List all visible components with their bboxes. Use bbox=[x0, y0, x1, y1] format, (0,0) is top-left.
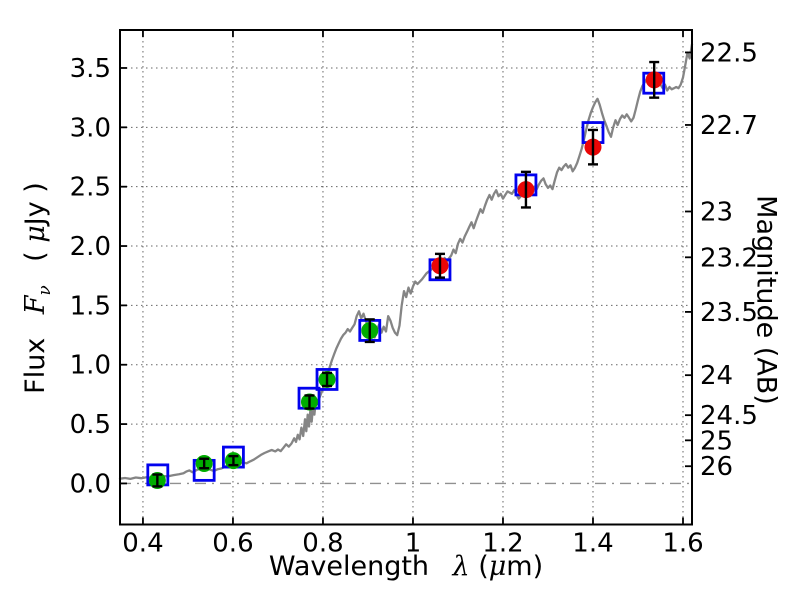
magnitude-tick-label: 22.5 bbox=[700, 38, 758, 68]
magnitude-tick-label: 23.5 bbox=[700, 298, 758, 328]
y-axis-label-magnitude: Magnitude (AB) bbox=[750, 195, 782, 405]
flux-tick-label: 0.0 bbox=[70, 469, 111, 499]
x-axis-label: Wavelength λ (μm) bbox=[268, 551, 544, 582]
flux-tick-label: 2.0 bbox=[70, 232, 111, 262]
flux-tick-label: 3.5 bbox=[70, 54, 111, 84]
x-axis-label-word: Wavelength bbox=[268, 551, 430, 582]
x-tick-label: 0.4 bbox=[122, 529, 163, 559]
flux-tick-label: 2.5 bbox=[70, 173, 111, 203]
x-tick-label: 0.6 bbox=[212, 529, 253, 559]
model-flux-square bbox=[315, 368, 339, 391]
flux-tick-label: 3.0 bbox=[70, 113, 111, 143]
model-spectrum-line bbox=[118, 43, 694, 481]
y-axis-label-word: Flux bbox=[20, 337, 52, 394]
flux-tick-label: 1.5 bbox=[70, 291, 111, 321]
magnitude-tick-label: 24.5 bbox=[700, 401, 758, 431]
y-axis-label-flux: Flux Fν ( μJy ) bbox=[20, 182, 54, 394]
x-tick-label: 1 bbox=[405, 529, 422, 559]
plot-frame bbox=[119, 29, 693, 526]
mu-symbol: μ bbox=[488, 551, 507, 582]
magnitude-tick-label: 24 bbox=[700, 361, 733, 391]
magnitude-tick-label: 25 bbox=[700, 426, 733, 456]
flux-tick-label: 1.0 bbox=[70, 351, 111, 381]
x-tick-label: 1.4 bbox=[572, 529, 613, 559]
mu-symbol-flux: μ bbox=[20, 225, 52, 243]
nu-subscript: ν bbox=[33, 285, 54, 296]
flux-tick-label: 0.5 bbox=[70, 410, 111, 440]
x-tick-label: 1.2 bbox=[482, 529, 523, 559]
lambda-symbol: λ bbox=[452, 551, 470, 582]
magnitude-tick-label: 22.7 bbox=[700, 111, 758, 141]
x-tick-label: 0.8 bbox=[302, 529, 343, 559]
magnitude-tick-label: 26 bbox=[700, 452, 733, 482]
x-tick-label: 1.6 bbox=[662, 529, 703, 559]
magnitude-tick-label: 23 bbox=[700, 197, 733, 227]
magnitude-tick-label: 23.2 bbox=[700, 243, 758, 273]
flux-symbol: F bbox=[20, 295, 52, 315]
